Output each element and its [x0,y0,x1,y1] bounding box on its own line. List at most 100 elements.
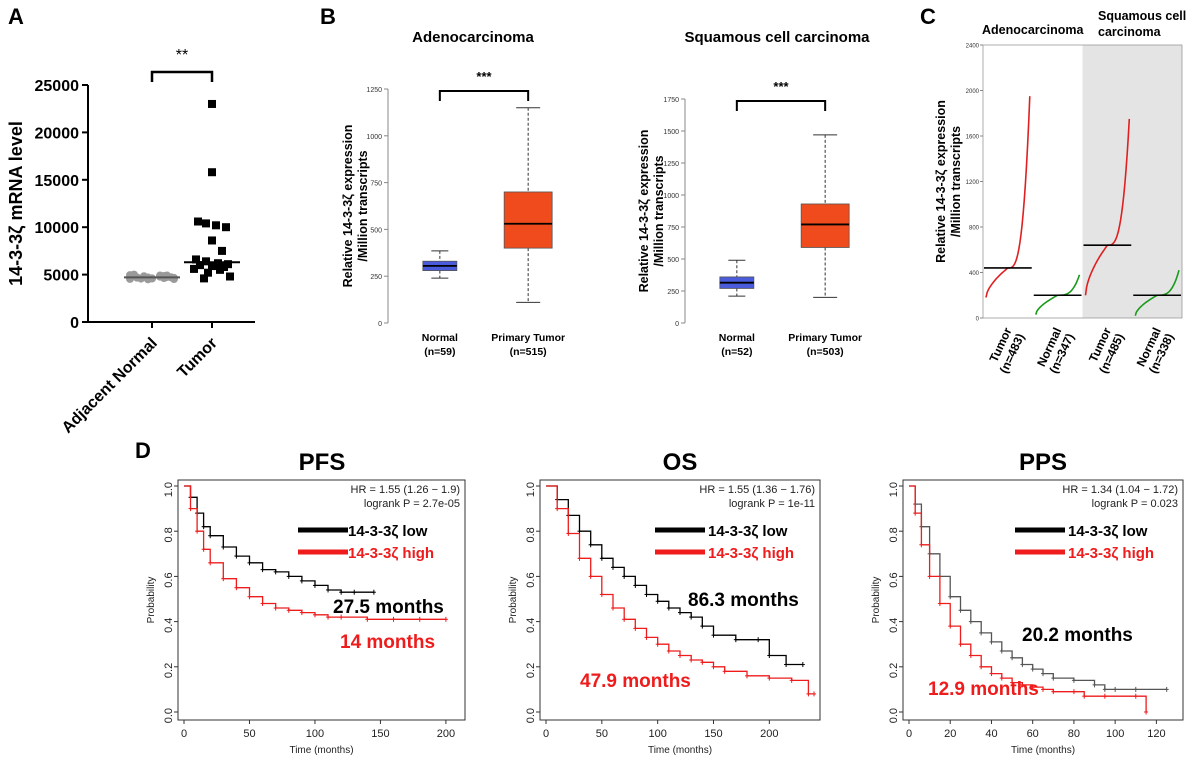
y-tick-label: 1000 [663,193,679,200]
y-tick-label: 5000 [43,268,79,285]
x-tick-label: 0 [181,728,187,740]
x-category-label: Normal (n=52) [719,332,755,358]
y-axis-label: 14-3-3ζ mRNA level [6,121,27,286]
x-category-label: Tumor(n=485) [1084,325,1127,376]
y-tick-label: 0 [976,317,980,323]
y-tick-label: 250 [667,289,679,296]
panel-d-pps-km: PPS 0.0 0.2 0.4 0.6 0.8 1.0 0 20 40 60 80 100 120 Time… [871,449,1184,756]
median-survival-high: 47.9 months [580,671,691,692]
y-tick-label: 0.4 [163,618,175,633]
significance-label: ** [176,47,188,64]
tumor-point [222,223,230,232]
legend-label: 14-3-3ζ high [348,545,434,562]
y-tick-label: 0.8 [888,527,900,542]
survival-curve [184,485,374,593]
panel-letter-b: B [320,4,336,29]
x-category-label: Adjacent Normal [59,335,161,437]
survival-curve [546,485,814,695]
plot-frame [902,479,1184,721]
group-label-squamous: Squamous cell carcinoma [1098,9,1186,39]
panel-letter-a: A [8,4,24,29]
y-tick-label: 0.2 [163,663,175,678]
tumor-point [196,261,204,270]
y-tick-label: 0.0 [163,708,175,723]
x-category-label: Normal(n=338) [1133,325,1176,375]
x-tick-label: 80 [1068,728,1080,740]
x-axis-label: Time (months) [648,745,712,756]
y-tick-label: 1.0 [525,482,537,497]
x-tick-label: 150 [704,728,722,740]
y-tick-label: 0.4 [888,618,900,633]
x-axis-label: Time (months) [1011,745,1075,756]
y-axis-label: Relative 14-3-3ζ expression/Million tran… [341,125,370,288]
legend-label: 14-3-3ζ low [708,523,788,540]
normal-point [170,275,178,284]
y-tick-label: 0.8 [163,527,175,542]
tumor-point [194,217,202,226]
hazard-ratio: HR = 1.55 (1.36 − 1.76) [699,484,815,496]
tumor-point [192,255,200,264]
tumor-point [204,268,212,277]
y-tick-label: 0.8 [525,527,537,542]
significance-label: *** [476,69,492,84]
logrank-p: logrank P = 1e-11 [729,498,815,510]
y-tick-label: 0.4 [525,618,537,633]
panel-d-pfs-km: PFS 0.0 0.2 0.4 0.6 0.8 1.0 0 50 100 150 200 Time (m… [146,449,466,756]
x-tick-label: 200 [760,728,778,740]
y-tick-label: 500 [667,257,679,264]
survival-curve [909,485,1167,691]
y-tick-label: 1600 [966,135,980,141]
logrank-p: logrank P = 2.7e-05 [364,498,460,510]
tumor-point [212,221,220,230]
x-category-label: Normal(n=347) [1034,325,1077,375]
legend-label: 14-3-3ζ low [348,523,428,540]
y-tick-label: 1750 [663,97,679,104]
x-tick-label: 20 [944,728,956,740]
y-axis-label: Relative 14-3-3ζ expression/Million tran… [637,130,666,293]
tumor-point [200,274,208,283]
median-survival-high: 14 months [340,632,435,653]
box-chart-title: Squamous cell carcinoma [684,29,870,46]
x-tick-label: 100 [1106,728,1124,740]
panel-letter-c: C [920,4,936,29]
panel-b-adenocarcinoma-box: Adenocarcinoma 0 250 500 750 1000 1250 Relative… [341,29,565,358]
tumor-point [208,262,216,271]
hazard-ratio: HR = 1.55 (1.26 − 1.9) [351,484,460,496]
y-tick-label: 0.0 [525,708,537,723]
km-title: PFS [299,449,346,476]
y-tick-label: 0.6 [525,572,537,587]
y-tick-label: 1.0 [888,482,900,497]
x-tick-label: 100 [648,728,666,740]
y-tick-label: 250 [370,274,382,281]
x-category-label: Normal (n=59) [422,332,458,358]
group-label-adenocarcinoma: Adenocarcinoma [982,23,1084,37]
km-title: OS [663,449,698,476]
y-tick-label: 750 [370,181,382,188]
median-survival-high: 12.9 months [928,679,1039,700]
x-tick-label: 150 [371,728,389,740]
tumor-point [226,272,234,281]
significance-bracket [438,90,530,101]
tumor-point [202,219,210,228]
y-tick-label: 0 [675,321,679,328]
y-tick-label: 0.6 [163,572,175,587]
plot-frame [539,479,821,721]
tumor-point [208,168,216,177]
significance-bracket [735,100,827,111]
panel-c-ranked-scatter: 0 400 800 1200 1600 2000 2400 Adenocarcinoma Squ… [934,9,1186,376]
x-category-label: Tumor(n=483) [984,325,1027,376]
hazard-ratio: HR = 1.34 (1.04 − 1.72) [1062,484,1178,496]
legend-label: 14-3-3ζ high [708,545,794,562]
median-survival-low: 86.3 months [688,590,799,611]
y-tick-label: 500 [370,227,382,234]
x-category-label: Tumor [174,335,220,381]
y-axis-label: Relative 14-3-3ζ expression/Million tran… [934,100,963,263]
y-tick-label: 2400 [966,44,980,50]
y-tick-label: 10000 [35,220,80,237]
y-tick-label: 0 [70,315,79,332]
x-tick-label: 200 [437,728,455,740]
y-tick-label: 1250 [366,87,382,94]
panel-b-squamous-box: Squamous cell carcinoma 0 250 500 750 1000 125… [637,29,870,358]
y-tick-label: 15000 [35,173,80,190]
normal-point [130,271,138,280]
